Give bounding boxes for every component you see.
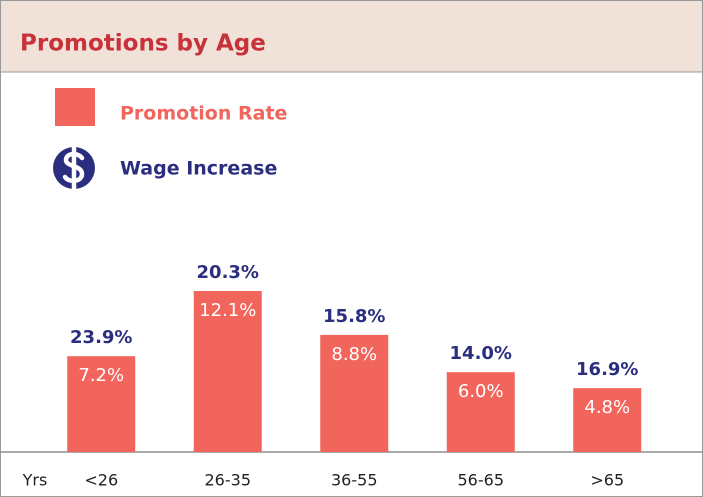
value-label: 8.8% bbox=[331, 344, 377, 365]
legend-label: Promotion Rate bbox=[120, 103, 287, 125]
header-band bbox=[1, 1, 702, 72]
dollar-glyph bbox=[62, 145, 85, 191]
value-label: 6.0% bbox=[458, 381, 504, 402]
wage-label: 15.8% bbox=[323, 306, 385, 327]
bar bbox=[193, 291, 262, 452]
bar bbox=[67, 356, 136, 452]
legend-label: Wage Increase bbox=[120, 158, 277, 180]
value-label: 4.8% bbox=[584, 397, 630, 418]
bar bbox=[320, 334, 389, 452]
x-axis-label: Yrs bbox=[22, 471, 48, 490]
x-tick-label: <26 bbox=[84, 471, 118, 490]
x-tick-label: 56-65 bbox=[458, 471, 505, 490]
x-tick-label: 36-55 bbox=[331, 471, 378, 490]
value-label: 12.1% bbox=[199, 300, 256, 321]
wage-label: 16.9% bbox=[576, 359, 638, 380]
wage-label: 23.9% bbox=[70, 327, 132, 348]
wage-label: 14.0% bbox=[450, 343, 512, 364]
value-label: 7.2% bbox=[78, 365, 124, 386]
legend-swatch bbox=[55, 88, 95, 126]
x-tick-label: 26-35 bbox=[205, 471, 252, 490]
bar bbox=[573, 388, 642, 452]
wage-label: 20.3% bbox=[197, 262, 259, 283]
x-tick-label: >65 bbox=[590, 471, 624, 490]
chart-title: Promotions by Age bbox=[20, 31, 266, 57]
bar bbox=[446, 372, 515, 452]
